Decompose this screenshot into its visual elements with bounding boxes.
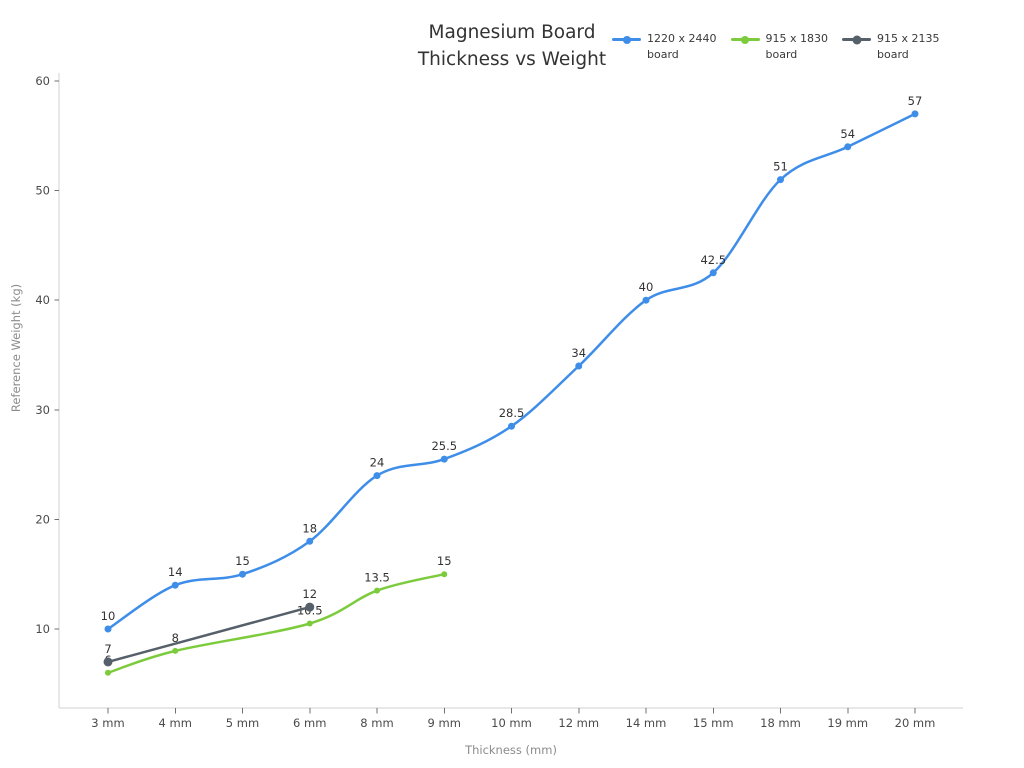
x-tick-label: 14 mm: [626, 716, 667, 730]
x-tick-label: 8 mm: [360, 716, 393, 730]
x-tick-label: 3 mm: [91, 716, 124, 730]
y-axis-title: Reference Weight (kg): [9, 283, 23, 413]
data-point-marker: [306, 537, 314, 545]
x-tick-label: 18 mm: [760, 716, 801, 730]
data-point-label: 15: [235, 554, 250, 568]
x-tick-label: 20 mm: [895, 716, 936, 730]
x-tick-label: 15 mm: [693, 716, 734, 730]
axes: [58, 73, 963, 709]
data-point-marker: [373, 472, 381, 480]
data-point-marker: [374, 587, 380, 594]
x-axis-ticks: 3 mm 4 mm 5 mm 6 mm 8 mm 9 mm 10 mm 12 mm 14 mm 1…: [91, 708, 935, 730]
legend-label: 915 x 1830 board: [765, 32, 829, 61]
data-point-marker: [305, 602, 315, 612]
legend-item-915-x-2135-board[interactable]: 915 x 2135 board: [842, 31, 940, 62]
data-point-label: 24: [370, 456, 385, 470]
data-point-marker: [911, 110, 919, 118]
legend-label: 1220 x 2440 board: [647, 32, 717, 61]
data-point-label: 25.5: [431, 439, 457, 453]
data-point-label: 28.5: [499, 406, 525, 420]
data-point-marker: [171, 581, 179, 589]
x-tick-label: 19 mm: [827, 716, 868, 730]
data-point-marker: [642, 296, 650, 304]
data-point-marker: [777, 176, 784, 184]
legend-line-dot-icon: [842, 33, 871, 45]
data-point-label: 13.5: [364, 571, 390, 585]
data-point-label: 51: [773, 160, 788, 174]
data-point-label: 42.5: [700, 253, 726, 267]
y-tick-label: 20: [35, 512, 50, 526]
legend: 1220 x 2440 board 915 x 1830 board 915 x 213…: [612, 31, 940, 62]
data-point-label: 34: [571, 346, 586, 360]
data-point-marker: [105, 669, 111, 676]
data-point-marker: [103, 657, 113, 667]
data-point-label: 57: [908, 94, 923, 108]
x-tick-label: 10 mm: [491, 716, 532, 730]
data-point-marker: [104, 625, 112, 633]
chart-title-line-2: Thickness vs Weight: [417, 49, 607, 70]
series-915-x-2135-board: 7 12: [103, 587, 317, 667]
data-point-label: 40: [639, 280, 654, 294]
legend-item-1220-x-2440-board[interactable]: 1220 x 2440 board: [612, 31, 717, 62]
data-point-label: 7: [104, 642, 111, 656]
data-point-label: 10: [101, 609, 116, 623]
x-tick-label: 12 mm: [558, 716, 599, 730]
series-1220-x-2440-board: 10 14 15 18 24 25.5 28.5 34 40 42.5 51 54 57: [101, 94, 923, 633]
data-point-marker: [575, 362, 583, 370]
data-labels: 7 12: [104, 587, 317, 656]
series-line: [106, 112, 917, 631]
data-point-label: 54: [840, 127, 855, 141]
y-tick-label: 40: [35, 293, 50, 307]
y-tick-label: 30: [35, 403, 50, 417]
data-point-marker: [441, 571, 448, 578]
y-tick-label: 10: [35, 622, 50, 636]
data-point-marker: [172, 647, 179, 654]
x-tick-label: 5 mm: [226, 716, 259, 730]
data-labels: 10 14 15 18 24 25.5 28.5 34 40 42.5 51 54 57: [101, 94, 923, 623]
data-point-label: 15: [437, 554, 452, 568]
data-point-label: 12: [302, 587, 317, 601]
data-point-label: 18: [302, 521, 317, 535]
series-line: [106, 605, 311, 664]
x-tick-label: 9 mm: [428, 716, 461, 730]
legend-item-915-x-1830-board[interactable]: 915 x 1830 board: [730, 31, 829, 62]
y-axis-ticks: 10 20 30 40 50 60: [35, 74, 59, 636]
data-point-label: 8: [172, 631, 179, 645]
data-point-marker: [709, 269, 717, 277]
data-point-marker: [306, 620, 313, 627]
data-point-marker: [239, 570, 246, 578]
x-tick-label: 4 mm: [159, 716, 192, 730]
y-tick-label: 50: [35, 184, 50, 198]
legend-line-dot-icon: [612, 33, 641, 45]
chart-title-line-1: Magnesium Board: [428, 22, 596, 43]
legend-line-dot-icon: [730, 33, 760, 45]
legend-label: 915 x 2135 board: [877, 32, 940, 61]
data-point-marker: [844, 143, 852, 151]
series-line: [106, 572, 446, 675]
data-point-label: 14: [168, 565, 183, 579]
y-tick-label: 60: [35, 74, 50, 88]
data-point-marker: [508, 422, 515, 430]
x-axis-title: Thickness (mm): [465, 743, 557, 757]
x-tick-label: 6 mm: [293, 716, 326, 730]
chart-title: Magnesium Board Thickness vs Weight: [0, 19, 1024, 73]
data-point-marker: [440, 455, 448, 463]
